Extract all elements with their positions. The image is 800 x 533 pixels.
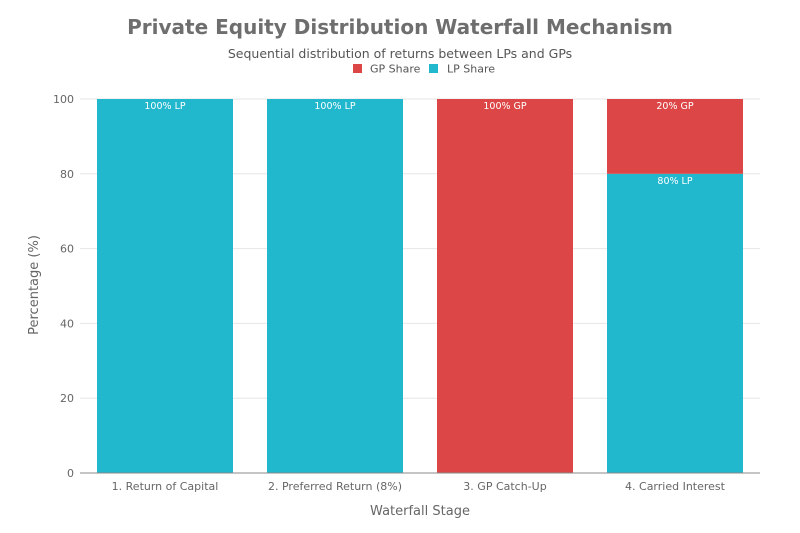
legend-label-gp: GP Share — [370, 63, 421, 76]
y-tick-label: 100 — [53, 93, 74, 106]
x-tick-label: 4. Carried Interest — [625, 480, 726, 493]
bar-data-label: 100% GP — [483, 101, 527, 112]
legend: GP Share LP Share — [353, 63, 495, 76]
bar-data-label: 100% LP — [314, 101, 355, 112]
y-axis-label: Percentage (%) — [27, 235, 42, 335]
bar-gp-share — [437, 99, 573, 473]
y-tick-label: 20 — [60, 392, 74, 405]
bar-lp-share — [607, 173, 743, 474]
legend-label-lp: LP Share — [447, 63, 495, 76]
x-tick-label: 2. Preferred Return (8%) — [268, 480, 402, 493]
bar-data-label: 80% LP — [657, 176, 692, 187]
x-tick-label: 1. Return of Capital — [112, 480, 219, 493]
bar-lp-share — [267, 99, 403, 473]
bar-data-label: 100% LP — [144, 101, 185, 112]
legend-swatch-gp — [353, 64, 362, 73]
y-tick-label: 80 — [60, 168, 74, 181]
y-tick-label: 60 — [60, 243, 74, 256]
x-axis-ticks: 1. Return of Capital 2. Preferred Return … — [112, 480, 726, 493]
y-axis-ticks: 0 20 40 60 80 100 — [53, 93, 74, 480]
y-tick-label: 0 — [67, 467, 74, 480]
y-tick-label: 40 — [60, 317, 74, 330]
bars — [97, 99, 743, 474]
x-axis-label: Waterfall Stage — [370, 504, 470, 519]
bar-labels: 100% LP 100% LP 100% GP 80% LP 20% GP — [144, 101, 693, 187]
chart-title: Private Equity Distribution Waterfall Me… — [127, 15, 673, 39]
bar-gp-share — [607, 99, 743, 174]
bar-data-label: 20% GP — [656, 101, 693, 112]
legend-swatch-lp — [429, 64, 438, 73]
x-tick-label: 3. GP Catch-Up — [463, 480, 546, 493]
bar-lp-share — [97, 99, 233, 473]
chart-subtitle: Sequential distribution of returns betwe… — [228, 46, 572, 61]
